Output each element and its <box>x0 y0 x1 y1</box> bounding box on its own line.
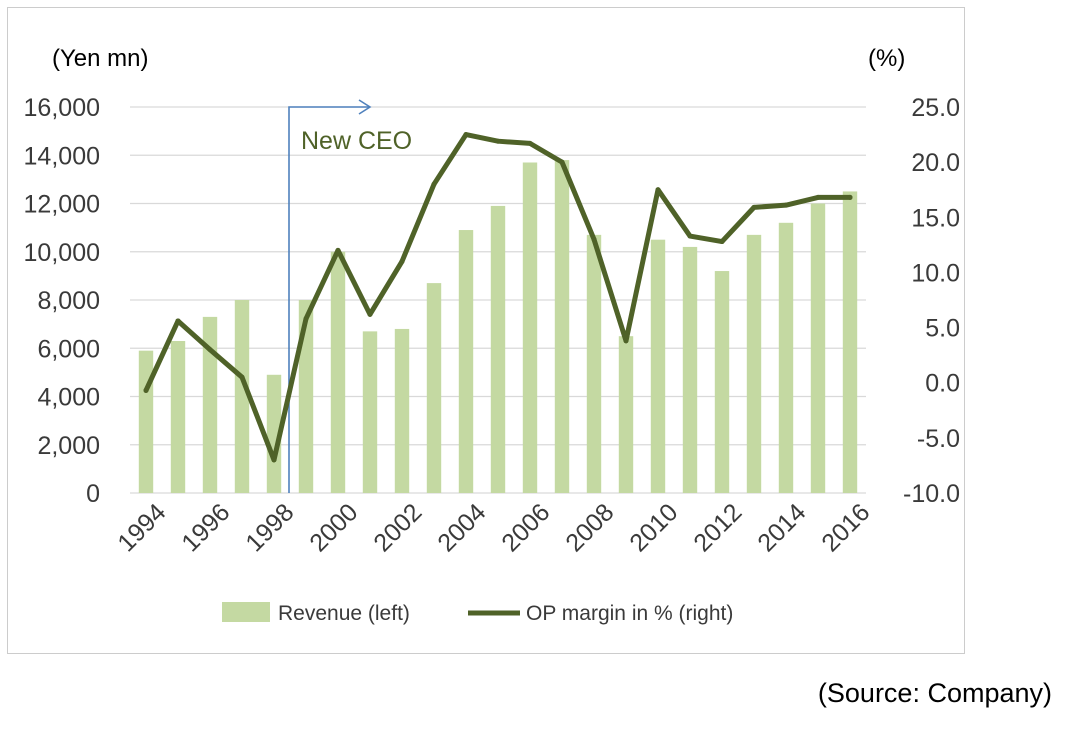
op-margin-point <box>143 387 149 393</box>
revenue-bar <box>234 300 250 493</box>
right-tick-label: 0.0 <box>925 370 960 398</box>
new-ceo-arrowhead <box>358 99 372 115</box>
left-tick-label: 0 <box>86 480 100 508</box>
revenue-bar <box>586 234 602 494</box>
x-tick-label: 2008 <box>560 498 619 557</box>
op-margin-point <box>847 194 853 200</box>
revenue-bar <box>170 341 186 493</box>
left-tick-label: 2,000 <box>37 432 100 460</box>
op-margin-point <box>591 236 597 242</box>
op-margin-point <box>623 338 629 344</box>
op-margin-point <box>239 374 245 380</box>
revenue-bar <box>362 331 378 493</box>
revenue-bar <box>650 239 666 493</box>
right-tick-label: 20.0 <box>911 149 960 177</box>
op-margin-point <box>271 457 277 463</box>
x-tick-label: 2012 <box>688 498 747 557</box>
right-tick-label: 25.0 <box>911 94 960 122</box>
x-tick-label: 1996 <box>176 498 235 557</box>
x-tick-label: 2010 <box>624 498 683 557</box>
right-tick-label: 15.0 <box>911 204 960 232</box>
left-tick-label: 6,000 <box>37 335 100 363</box>
x-tick-label: 1994 <box>112 498 171 557</box>
revenue-bar <box>810 203 826 493</box>
legend-revenue-swatch <box>222 602 270 622</box>
op-margin-point <box>783 202 789 208</box>
op-margin-point <box>815 194 821 200</box>
op-margin-point <box>559 159 565 165</box>
right-tick-label: -5.0 <box>917 425 960 453</box>
op-margin-point <box>335 247 341 253</box>
op-margin-point <box>463 132 469 138</box>
x-tick-label: 1998 <box>240 498 299 557</box>
left-axis-unit: (Yen mn) <box>52 45 149 72</box>
x-tick-label: 2000 <box>304 498 363 557</box>
left-tick-label: 16,000 <box>24 94 100 122</box>
left-tick-label: 8,000 <box>37 287 100 315</box>
op-margin-line <box>143 132 853 463</box>
revenue-bar <box>394 328 410 493</box>
left-tick-label: 4,000 <box>37 384 100 412</box>
op-margin-point <box>367 311 373 317</box>
op-margin-point <box>751 204 757 210</box>
op-margin-point <box>303 316 309 322</box>
op-margin-point <box>655 187 661 193</box>
new-ceo-label: New CEO <box>301 127 412 155</box>
revenue-bar <box>842 191 858 493</box>
op-margin-point <box>175 318 181 324</box>
revenue-bar <box>138 350 154 493</box>
revenue-bars <box>138 160 858 494</box>
op-margin-point <box>527 140 533 146</box>
revenue-bar <box>618 336 634 493</box>
op-margin-point <box>431 181 437 187</box>
right-tick-label: 5.0 <box>925 315 960 343</box>
revenue-bar <box>682 246 698 493</box>
revenue-bar <box>778 222 794 494</box>
left-tick-label: 12,000 <box>24 191 100 219</box>
left-axis-ticks: 0 2,000 4,000 6,000 8,000 10,000 12,000 14,000 1… <box>24 94 100 508</box>
revenue-bar <box>266 374 282 493</box>
right-axis-ticks: -10.0 -5.0 0.0 5.0 10.0 15.0 20.0 25.0 <box>903 94 960 508</box>
revenue-bar <box>554 160 570 493</box>
x-tick-label: 2016 <box>816 498 875 557</box>
legend-op-margin-label: OP margin in % (right) <box>526 602 733 625</box>
legend-revenue-label: Revenue (left) <box>278 602 410 625</box>
source-note: (Source: Company) <box>817 678 1052 708</box>
op-margin-point <box>495 138 501 144</box>
op-margin-point <box>687 233 693 239</box>
left-tick-label: 10,000 <box>24 239 100 267</box>
revenue-bar <box>298 300 314 493</box>
revenue-bar <box>426 283 442 493</box>
right-tick-label: 10.0 <box>911 259 960 287</box>
op-margin-point <box>399 258 405 264</box>
left-tick-label: 14,000 <box>24 142 100 170</box>
x-tick-label: 2006 <box>496 498 555 557</box>
revenue-bar <box>458 230 474 493</box>
revenue-bar <box>330 251 346 493</box>
op-margin-point <box>207 347 213 353</box>
right-tick-label: -10.0 <box>903 480 960 508</box>
x-tick-label: 2004 <box>432 498 491 557</box>
x-tick-label: 2014 <box>752 498 811 557</box>
right-axis-unit: (%) <box>868 45 905 72</box>
legend: Revenue (left) OP margin in % (right) <box>222 602 733 625</box>
revenue-bar <box>714 271 730 493</box>
new-ceo-arrow <box>288 106 369 493</box>
new-ceo-annotation: New CEO <box>288 99 412 493</box>
x-tick-label: 2002 <box>368 498 427 557</box>
op-margin-point <box>719 239 725 245</box>
chart-frame <box>7 7 965 654</box>
revenue-bar <box>490 205 506 493</box>
revenue-bar <box>202 316 218 493</box>
x-axis-ticks: 1994 1996 1998 2000 2002 2004 2006 2008 2010 2012… <box>112 498 875 557</box>
revenue-bar <box>746 234 762 494</box>
revenue-bar <box>522 162 538 494</box>
